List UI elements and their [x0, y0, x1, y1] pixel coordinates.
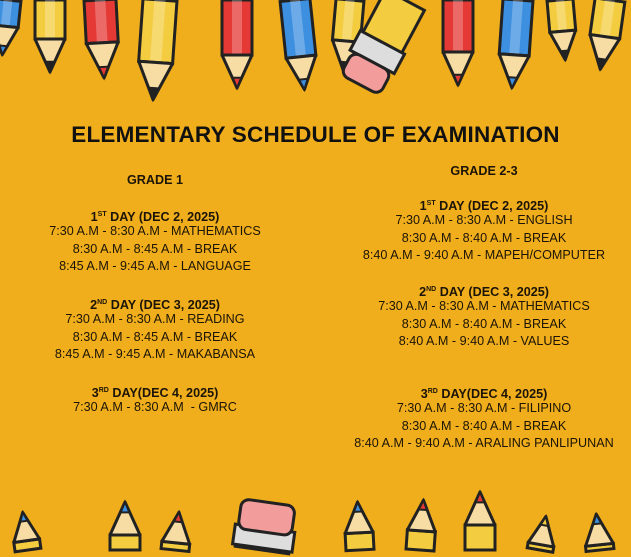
schedule-entry: 8:30 A.M - 8:45 A.M - BREAK [72, 329, 238, 344]
day-heading: 3RD DAY(DEC 4, 2025) [91, 386, 219, 400]
pencil-icon [525, 513, 556, 554]
schedule-entry: 8:40 A.M - 9:40 A.M - ARALING PANLIPUNAN [354, 436, 614, 451]
schedule-entry: 8:30 A.M - 8:40 A.M - BREAK [401, 316, 567, 331]
day-heading: 3RD DAY(DEC 4, 2025) [420, 387, 548, 401]
pencil-icon [463, 489, 497, 552]
schedule-entry: 7:30 A.M - 8:30 A.M - FILIPINO [396, 401, 572, 416]
pencil-icon [12, 509, 43, 554]
pencil-icon [159, 509, 192, 554]
pencil-icon [278, 0, 318, 93]
pencil-icon [583, 511, 616, 554]
pencil-icon [441, 0, 475, 88]
eraser-pencil-icon [341, 0, 427, 94]
grade-heading: GRADE 1 [127, 173, 183, 187]
day-heading: 1ST DAY (DEC 2, 2025) [419, 199, 549, 213]
pencil-icon [220, 0, 254, 91]
day-heading: 2ND DAY (DEC 3, 2025) [419, 285, 549, 299]
schedule-entry: 8:45 A.M - 9:45 A.M - MAKABANSA [54, 347, 256, 362]
schedule-entry: 8:45 A.M - 9:45 A.M - LANGUAGE [59, 259, 251, 274]
page-title: ELEMENTARY SCHEDULE OF EXAMINATION [71, 122, 560, 147]
schedule-entry: 7:30 A.M - 8:30 A.M - ENGLISH [395, 213, 573, 228]
pencil-icon [588, 0, 627, 72]
schedule-entry: 7:30 A.M - 8:30 A.M - MATHEMATICS [378, 299, 590, 314]
eraser-pencil-icon [230, 498, 297, 556]
pencil-icon [108, 499, 142, 552]
schedule-entry: 8:30 A.M - 8:45 A.M - BREAK [72, 241, 238, 256]
grade-heading: GRADE 2-3 [450, 164, 518, 178]
schedule-entry: 8:30 A.M - 8:40 A.M - BREAK [401, 230, 567, 245]
pencil-icon [497, 0, 535, 91]
schedule-entry: 7:30 A.M - 8:30 A.M - GMRC [73, 400, 237, 415]
pencil-icon [82, 0, 120, 81]
pencil-icon [0, 0, 23, 58]
pencil-icon [404, 497, 437, 553]
pencil-icon [545, 0, 578, 63]
schedule-entry: 7:30 A.M - 8:30 A.M - MATHEMATICS [49, 224, 261, 239]
pencil-icon [137, 0, 179, 103]
schedule-entry: 8:40 A.M - 9:40 A.M - MAPEH/COMPUTER [362, 248, 606, 263]
pencil-icon [33, 0, 67, 75]
schedule-entry: 8:30 A.M - 8:40 A.M - BREAK [401, 418, 567, 433]
pencil-icon [343, 499, 376, 553]
day-heading: 2ND DAY (DEC 3, 2025) [90, 298, 220, 312]
day-heading: 1ST DAY (DEC 2, 2025) [90, 210, 220, 224]
schedule-entry: 7:30 A.M - 8:30 A.M - READING [65, 312, 245, 327]
schedule-entry: 8:40 A.M - 9:40 A.M - VALUES [398, 334, 570, 349]
